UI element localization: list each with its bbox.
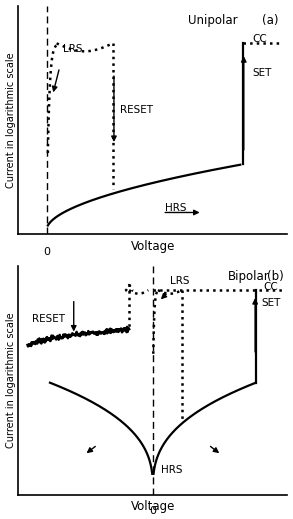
Text: Unipolar: Unipolar	[188, 13, 238, 26]
Text: SET: SET	[261, 298, 280, 308]
Y-axis label: Current in logarithmic scale: Current in logarithmic scale	[6, 312, 16, 448]
Text: Bipolar: Bipolar	[228, 270, 270, 283]
Text: LRS: LRS	[170, 276, 190, 286]
Text: CC: CC	[252, 34, 267, 45]
Text: HRS: HRS	[161, 465, 182, 475]
Text: CC: CC	[264, 282, 278, 292]
Text: RESET: RESET	[120, 105, 153, 115]
X-axis label: Voltage: Voltage	[131, 500, 175, 513]
Text: 0: 0	[43, 248, 50, 257]
Text: (b): (b)	[267, 270, 284, 283]
Text: HRS: HRS	[165, 202, 186, 212]
X-axis label: Voltage: Voltage	[131, 240, 175, 253]
Text: (a): (a)	[261, 13, 278, 26]
Text: LRS: LRS	[63, 44, 83, 54]
Text: RESET: RESET	[32, 314, 64, 324]
Text: 0: 0	[149, 506, 156, 516]
Y-axis label: Current in logarithmic scale: Current in logarithmic scale	[6, 52, 16, 188]
Text: SET: SET	[252, 68, 271, 78]
